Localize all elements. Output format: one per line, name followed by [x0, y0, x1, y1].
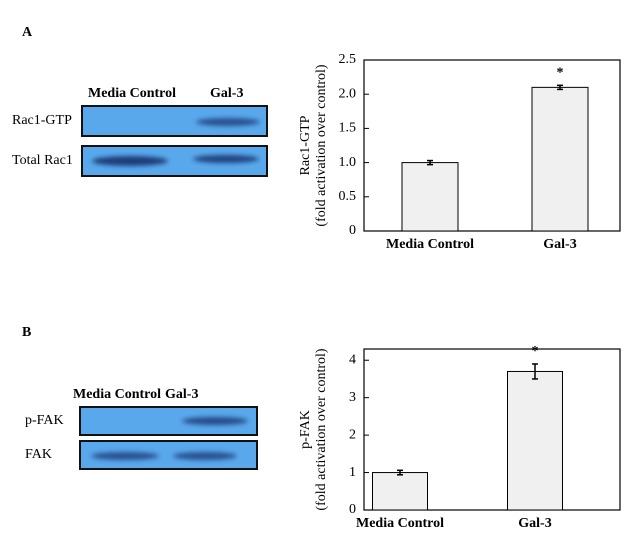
bar	[373, 473, 428, 510]
blot-column-label: Media Control	[73, 387, 161, 402]
blot-column-label: Media Control	[88, 86, 176, 101]
band	[91, 452, 159, 460]
blot-column-label: Gal-3	[165, 387, 198, 402]
panel-label: B	[22, 325, 31, 340]
x-tick-label: Media Control	[356, 516, 444, 531]
y-tick-label: 2.5	[339, 52, 357, 67]
blot-row-label: p-FAK	[25, 413, 64, 428]
band	[196, 118, 260, 126]
y-tick-label: 0.5	[339, 189, 357, 204]
band	[193, 155, 259, 163]
bar	[508, 371, 563, 510]
bar	[532, 87, 588, 231]
y-axis-label: (fold activation over control)	[314, 348, 329, 510]
y-axis-label: Rac1-GTP	[298, 115, 313, 175]
y-tick-label: 2.0	[339, 86, 357, 101]
y-axis-label: (fold activation over control)	[314, 64, 329, 226]
significance-marker: *	[557, 66, 564, 81]
x-tick-label: Media Control	[386, 237, 474, 252]
x-tick-label: Gal-3	[543, 237, 576, 252]
blot-row-label: Rac1-GTP	[12, 113, 72, 128]
panel-label: A	[22, 25, 33, 40]
band	[173, 452, 237, 460]
blot-column-label: Gal-3	[210, 86, 243, 101]
figure: A B Media Control Gal-3 Rac1-GTP Total R…	[0, 0, 639, 540]
y-tick-label: 1	[349, 465, 356, 480]
bar	[402, 163, 458, 231]
blot-row-label: FAK	[25, 447, 52, 462]
y-tick-label: 2	[349, 427, 356, 442]
y-tick-label: 1.5	[339, 121, 357, 136]
y-tick-label: 0	[349, 502, 356, 517]
blot: Media Control Gal-3 p-FAK FAK	[25, 387, 257, 469]
y-tick-label: 4	[349, 352, 356, 367]
y-axis-label: p-FAK	[298, 410, 313, 449]
significance-marker: *	[532, 344, 539, 359]
blot: Media Control Gal-3 Rac1-GTP Total Rac1	[12, 86, 267, 176]
band	[182, 417, 248, 425]
y-tick-label: 3	[349, 390, 356, 405]
band	[92, 156, 168, 166]
x-tick-label: Gal-3	[518, 516, 551, 531]
blot-row-label: Total Rac1	[12, 153, 73, 168]
y-tick-label: 1.0	[339, 155, 357, 170]
y-tick-label: 0	[349, 223, 356, 238]
